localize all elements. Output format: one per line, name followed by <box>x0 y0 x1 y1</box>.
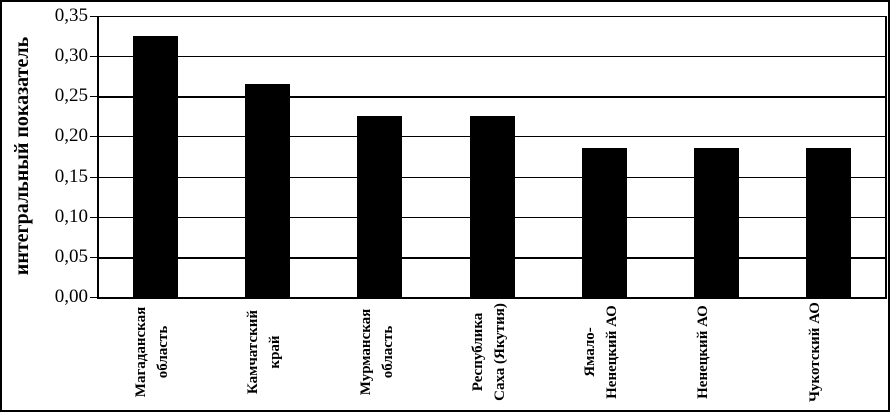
y-axis-tick <box>90 96 97 97</box>
y-tick-label: 0,15 <box>54 166 88 187</box>
y-tick-label: 0,35 <box>54 5 88 26</box>
x-category-label-line: Ненецкий АО <box>604 305 620 399</box>
x-category-label-line: край <box>267 335 283 369</box>
x-category-label-line: Магаданская <box>133 306 149 398</box>
x-category-label-line: Мурманская <box>358 308 374 396</box>
x-category-label: Ненецкий АО <box>692 299 738 405</box>
x-category-label: Камчатский край <box>242 299 288 405</box>
y-axis-tick <box>90 297 97 298</box>
gridline <box>99 56 885 57</box>
x-category-label-line: Камчатский <box>245 309 261 395</box>
x-category-label: Чукотский АО <box>804 299 850 405</box>
x-category-label-line: Саха (Якутия) <box>492 303 508 401</box>
y-tick-label: 0,00 <box>54 286 88 307</box>
x-category-label: Республика Саха (Якутия) <box>467 299 513 405</box>
y-tick-label: 0,25 <box>54 85 88 106</box>
plot-area <box>97 16 887 299</box>
y-tick-label: 0,20 <box>54 125 88 146</box>
y-axis-tick <box>90 56 97 57</box>
bar <box>133 36 178 297</box>
bar <box>357 116 402 297</box>
y-axis-tick <box>90 257 97 258</box>
y-axis-tick <box>90 16 97 17</box>
x-category-label-line: Ненецкий АО <box>695 305 711 399</box>
bar <box>470 116 515 297</box>
y-axis-tick <box>90 136 97 137</box>
x-category-label-line: Ямало- <box>582 327 598 377</box>
x-category-label-line: область <box>380 325 396 379</box>
gridline <box>99 16 885 17</box>
bar <box>582 148 627 297</box>
x-category-label-line: Республика <box>470 312 486 392</box>
x-category-label: Магаданская область <box>130 299 176 405</box>
x-category-label-line: Чукотский АО <box>807 302 823 402</box>
bar <box>806 148 851 297</box>
bar <box>245 84 290 297</box>
x-category-label: Мурманская область <box>355 299 401 405</box>
y-axis-tick <box>90 217 97 218</box>
y-tick-label: 0,10 <box>54 206 88 227</box>
y-axis-tick <box>90 177 97 178</box>
y-tick-label: 0,30 <box>54 45 88 66</box>
y-tick-label: 0,05 <box>54 246 88 267</box>
x-category-label: Ямало- Ненецкий АО <box>579 299 625 405</box>
x-category-label-line: область <box>155 325 171 379</box>
bar <box>694 148 739 297</box>
gridline <box>99 96 885 98</box>
